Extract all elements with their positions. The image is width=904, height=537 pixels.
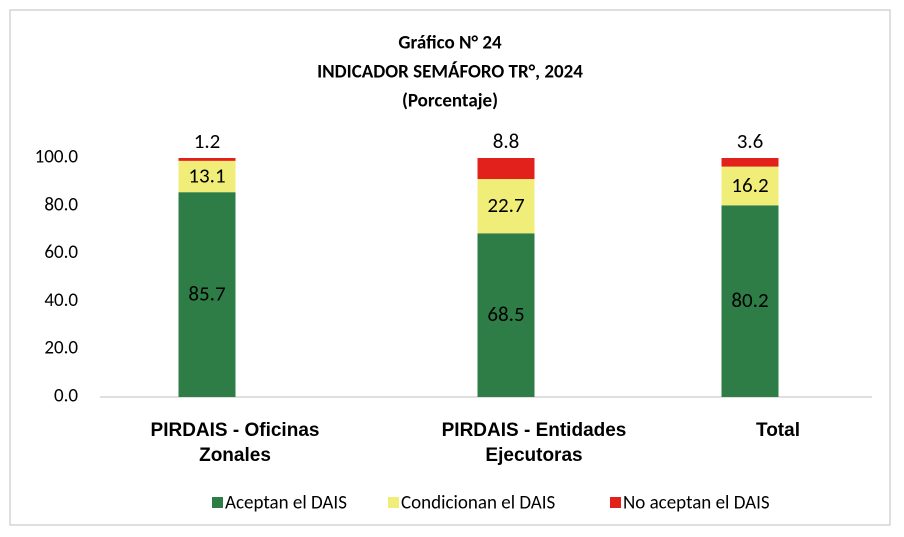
x-tick-label: Total — [756, 420, 800, 441]
bar-segment — [721, 205, 779, 397]
legend-label: Condicionan el DAIS — [401, 492, 556, 515]
y-tick-label: 40.0 — [44, 289, 78, 312]
chart-title: (Porcentaje) — [402, 90, 498, 113]
y-tick-label: 0.0 — [54, 385, 78, 408]
legend-swatch — [212, 497, 223, 508]
data-label: 16.2 — [731, 172, 768, 198]
data-label: 22.7 — [487, 192, 524, 218]
y-tick-label: 100.0 — [35, 146, 79, 169]
bar-segment — [477, 158, 535, 180]
data-label: 8.8 — [493, 128, 520, 154]
chart-title: Gráfico N° 24 — [398, 32, 502, 55]
chart-title: INDICADOR SEMÁFORO TR°, 2024 — [317, 61, 583, 84]
bar-segment — [721, 158, 779, 167]
bar-segment — [721, 166, 779, 206]
data-label: 3.6 — [737, 128, 764, 154]
bar-segment — [477, 233, 535, 397]
x-tick-label: PIRDAIS - Oficinas Zonales — [150, 420, 320, 466]
bar-segment — [477, 179, 535, 234]
y-tick-label: 60.0 — [44, 241, 78, 264]
bar-segment — [178, 192, 236, 397]
bar-segment — [178, 160, 236, 193]
y-tick-label: 20.0 — [44, 337, 78, 360]
x-tick-label: PIRDAIS - Entidades Ejecutoras — [441, 420, 627, 466]
data-label: 68.5 — [487, 301, 524, 327]
bar-segment — [178, 158, 236, 161]
data-label: 1.2 — [194, 128, 221, 154]
legend-label: Aceptan el DAIS — [225, 492, 347, 515]
data-label: 85.7 — [188, 281, 225, 307]
legend-swatch — [388, 497, 399, 508]
y-tick-label: 80.0 — [44, 193, 78, 216]
data-label: 80.2 — [731, 287, 768, 313]
legend-label: No aceptan el DAIS — [623, 492, 770, 515]
data-label: 13.1 — [188, 163, 225, 189]
legend-swatch — [610, 497, 621, 508]
